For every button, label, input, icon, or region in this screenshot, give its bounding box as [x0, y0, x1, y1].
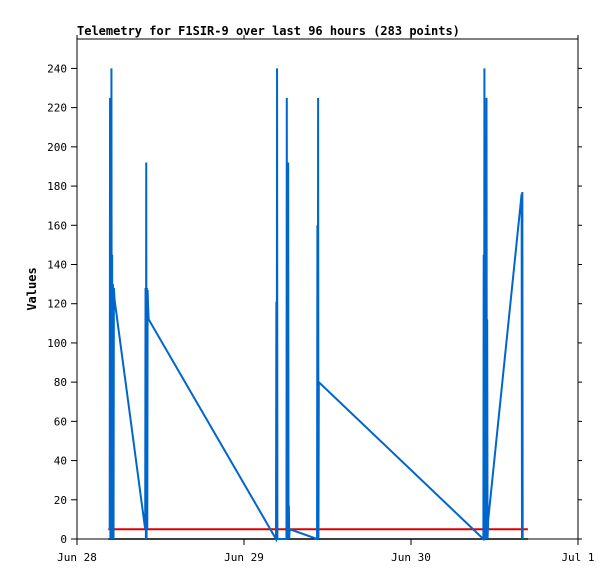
series-line-main: [108, 68, 524, 543]
y-tick-label: 220: [47, 102, 67, 115]
y-axis-title: Values: [25, 267, 39, 310]
series-layer: [108, 68, 528, 543]
y-tick-label: 180: [47, 180, 67, 193]
y-tick-label: 40: [54, 455, 67, 468]
x-tick-label: Jun 28: [57, 551, 97, 564]
y-tick-label: 200: [47, 141, 67, 154]
plot-frame: [76, 38, 579, 540]
x-tick-label: Jun 29: [224, 551, 264, 564]
y-tick-label: 240: [47, 62, 67, 75]
y-tick-label: 140: [47, 258, 67, 271]
chart-title: Telemetry for F1SIR-9 over last 96 hours…: [77, 24, 460, 38]
x-tick-label: Jun 30: [391, 551, 431, 564]
y-tick-label: 160: [47, 219, 67, 232]
x-tick-label: Jul 1: [561, 551, 594, 564]
y-tick-label: 20: [54, 494, 67, 507]
y-tick-label: 100: [47, 337, 67, 350]
y-tick-label: 60: [54, 415, 67, 428]
y-tick-label: 0: [60, 533, 67, 546]
x-axis: Jun 28 Jun 29 Jun 30 Jul 1: [57, 35, 595, 564]
y-axis: 0 20 40 60 80 100 120 140 160 180 200 220 240: [47, 62, 582, 546]
y-tick-label: 80: [54, 376, 67, 389]
y-tick-label: 120: [47, 298, 67, 311]
